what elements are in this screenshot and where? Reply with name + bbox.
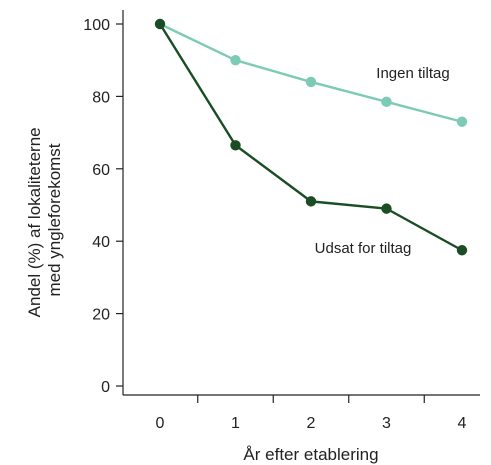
series-1-point-2 (305, 196, 317, 207)
series-0-point-2 (305, 76, 317, 88)
y-tick-label-60: 60 (92, 162, 110, 179)
y-tick-label-20: 20 (92, 307, 110, 324)
series-line-1 (158, 23, 463, 252)
y-axis: 0 20 40 60 80 100 (83, 10, 124, 396)
x-tick-label-0: 0 (156, 415, 165, 432)
y-axis-title-line-1: Andel (%) af lokaliteterne (25, 127, 44, 317)
y-tick-label-0: 0 (101, 379, 110, 396)
x-tick-label-4: 4 (458, 415, 467, 432)
y-axis-title: Andel (%) af lokaliteterne med ynglefore… (25, 123, 64, 318)
x-axis-title: År efter etablering (243, 445, 378, 464)
series-1-point-1 (230, 140, 241, 151)
y-tick-label-100: 100 (83, 17, 110, 34)
series-1-point-3 (381, 203, 392, 214)
series-label-0: Ingen tiltag (376, 65, 449, 82)
series-label-1: Udsat for tiltag (315, 240, 412, 257)
series-0-point-4 (456, 116, 468, 127)
x-tick-label-1: 1 (231, 415, 240, 432)
series-layer (154, 18, 468, 256)
series-0-point-1 (230, 55, 241, 66)
y-tick-label-40: 40 (92, 234, 110, 251)
series-0-point-3 (381, 96, 392, 108)
x-tick-label-3: 3 (382, 415, 391, 432)
label-layer: År efter etablering Andel (%) af lokalit… (25, 65, 450, 464)
series-1-point-4 (456, 245, 468, 256)
y-axis-title-line-2: med yngleforekomst (45, 143, 64, 296)
y-tick-label-80: 80 (92, 89, 110, 106)
x-axis: 0 1 2 3 4 (123, 394, 480, 432)
x-tick-label-2: 2 (307, 415, 316, 432)
series-1-point-0 (154, 18, 166, 30)
